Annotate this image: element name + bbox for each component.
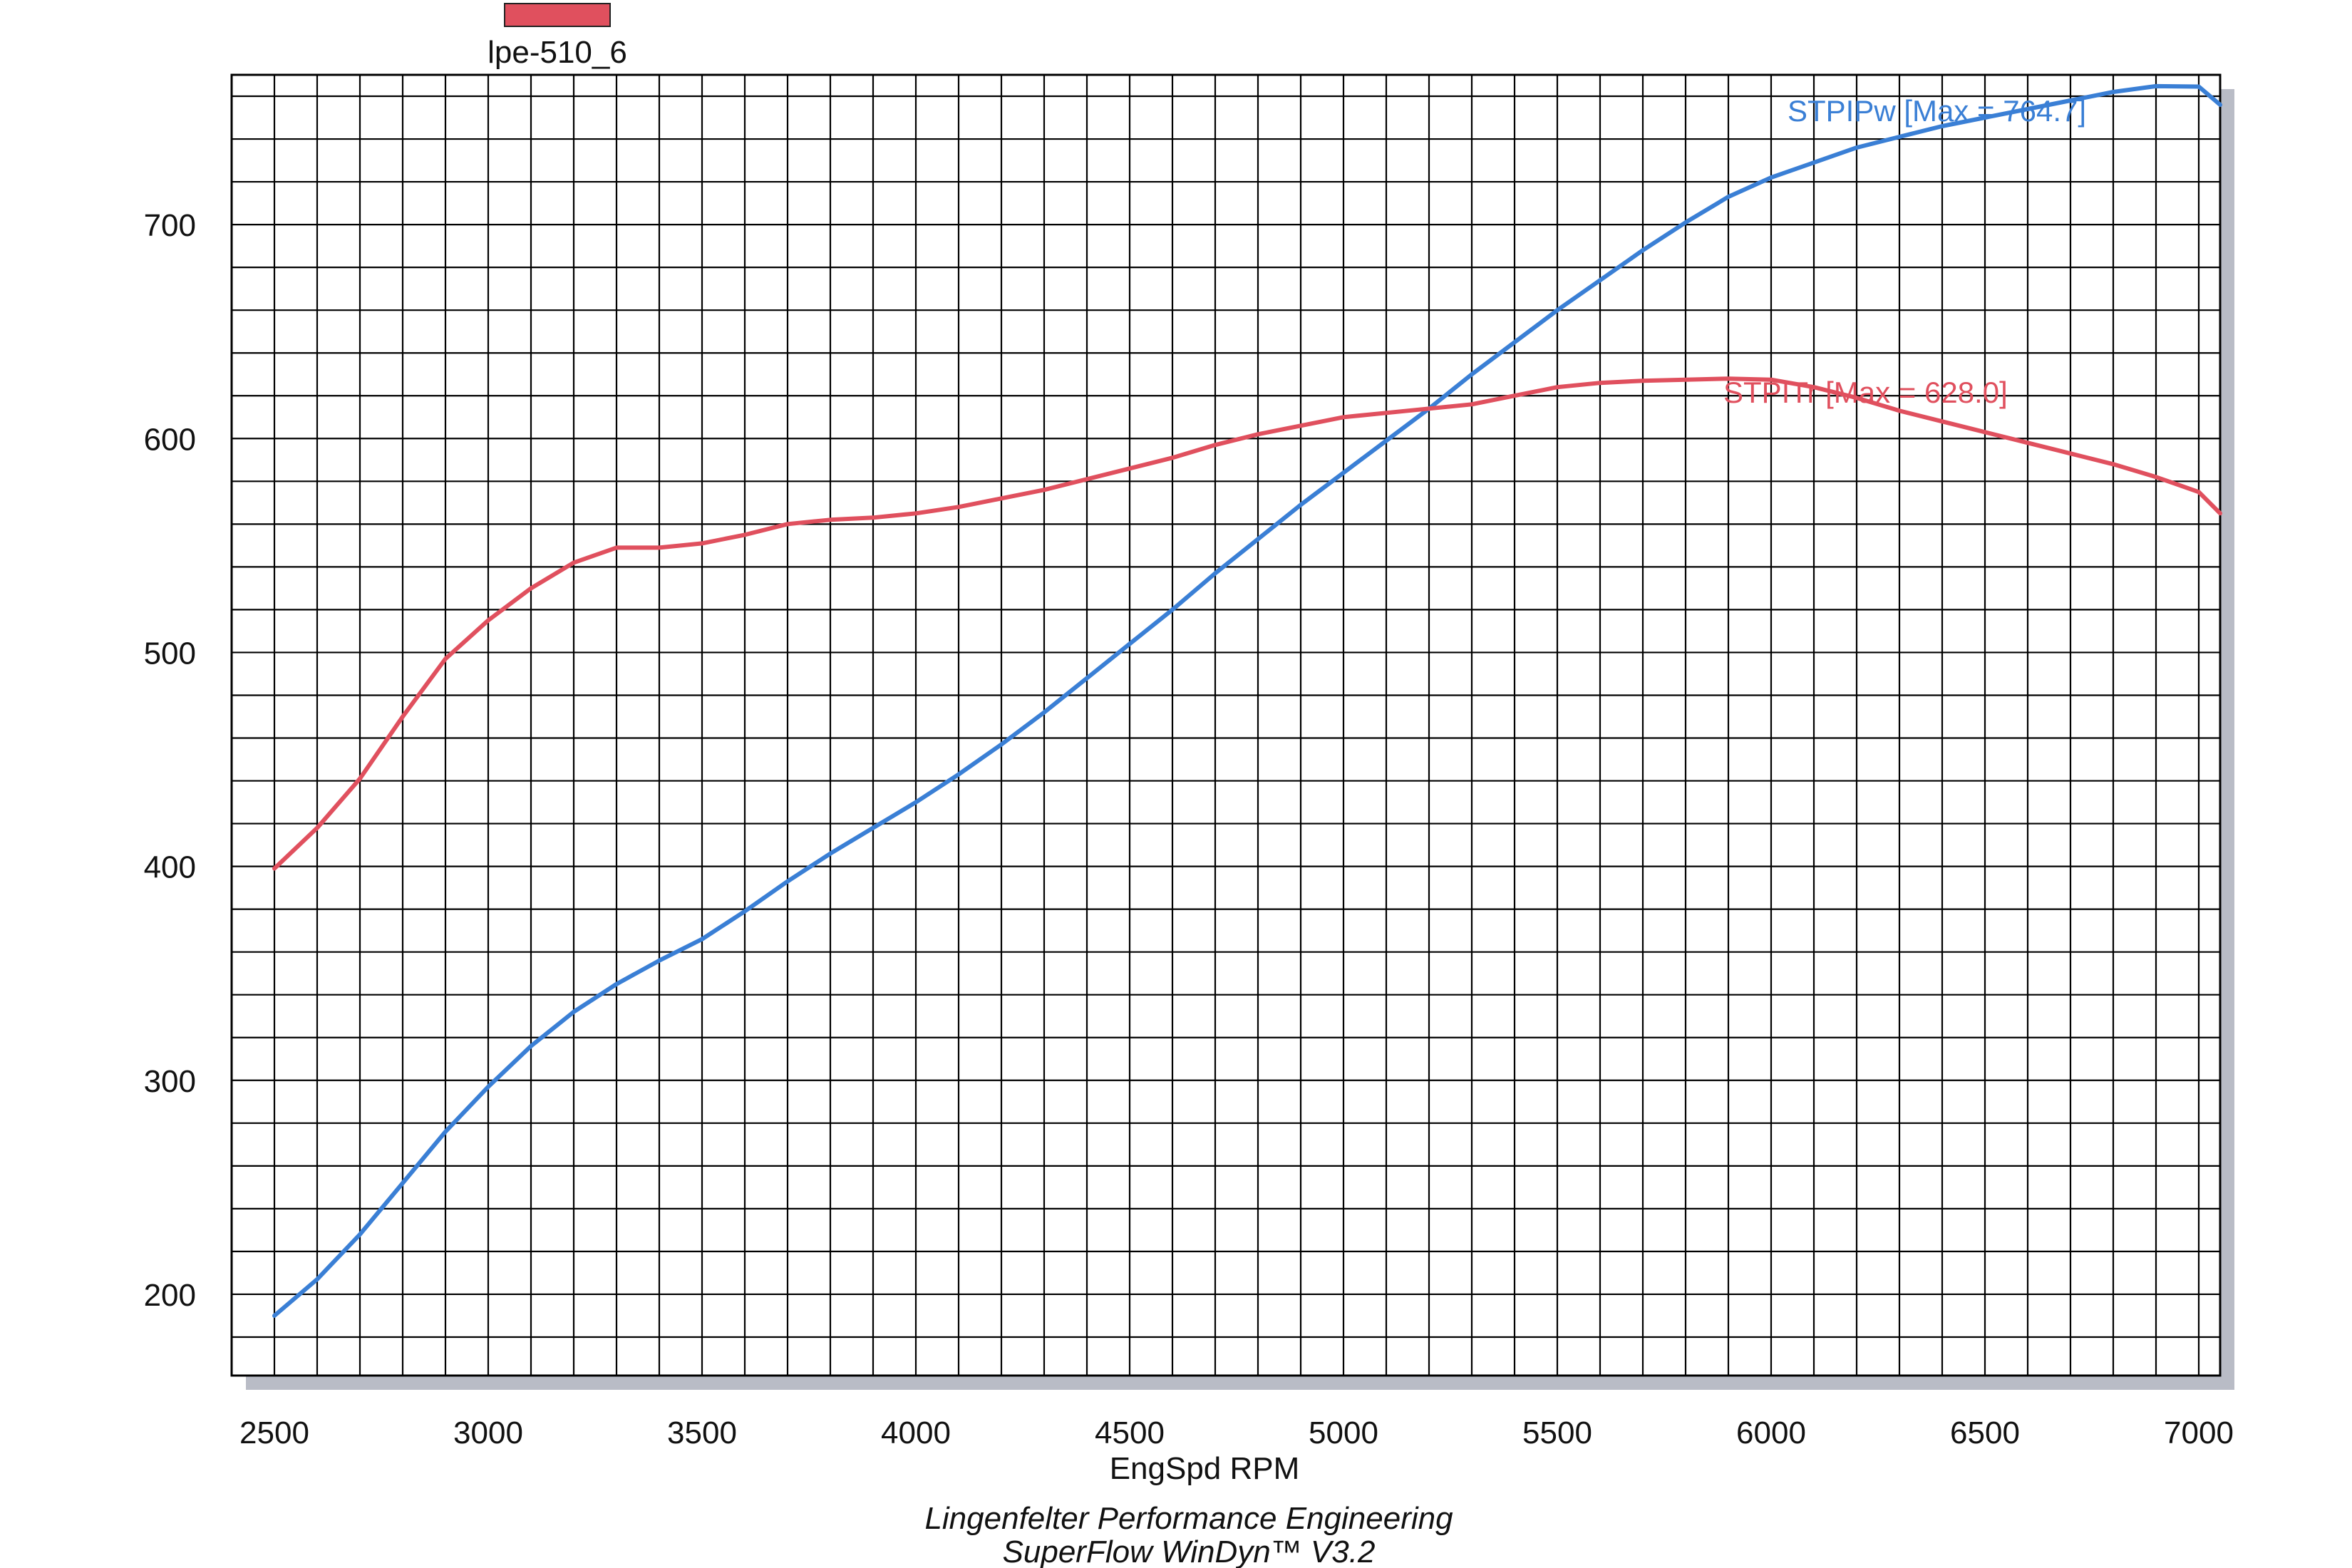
x-tick-label: 7000 [2164, 1415, 2234, 1450]
x-tick-label: 3000 [453, 1415, 523, 1450]
y-tick-labels: 200 300 400 500 600 700 [144, 208, 196, 1313]
x-tick-label: 5000 [1309, 1415, 1378, 1450]
series-label-stpitr: STPITr [Max = 628.0] [1723, 376, 2008, 409]
x-tick-label: 2500 [239, 1415, 309, 1450]
x-tick-label: 5500 [1522, 1415, 1592, 1450]
legend-swatch [504, 3, 611, 27]
y-tick-label: 700 [144, 208, 196, 243]
y-tick-label: 200 [144, 1278, 196, 1313]
series-line-stpitr [272, 376, 2222, 871]
legend-label: lpe-510_6 [488, 35, 627, 70]
x-axis-title: EngSpd RPM [1110, 1451, 1300, 1486]
grid [232, 75, 2220, 1376]
series-line-stpipw [272, 83, 2222, 1318]
x-tick-label: 6000 [1736, 1415, 1806, 1450]
series-label-stpipw: STPIPw [Max = 764.7] [1788, 94, 2086, 128]
x-tick-labels: 2500 3000 3500 4000 4500 5000 5500 6000 6500 7000 [239, 1415, 2234, 1450]
series-layer [272, 83, 2222, 1318]
x-tick-label: 4000 [881, 1415, 951, 1450]
plot-area [232, 75, 2220, 1376]
footer-software: SuperFlow WinDyn™ V3.2 [1003, 1535, 1376, 1568]
x-tick-label: 3500 [667, 1415, 737, 1450]
y-tick-label: 600 [144, 422, 196, 457]
footer-company: Lingenfelter Performance Engineering [924, 1501, 1453, 1536]
y-tick-label: 300 [144, 1064, 196, 1099]
y-tick-label: 400 [144, 850, 196, 885]
y-tick-label: 500 [144, 636, 196, 671]
plot-border [230, 73, 2222, 1377]
series-labels: STPIPw [Max = 764.7] STPITr [Max = 628.0… [1723, 94, 2086, 409]
x-tick-label: 6500 [1950, 1415, 2020, 1450]
x-tick-label: 4500 [1095, 1415, 1165, 1450]
